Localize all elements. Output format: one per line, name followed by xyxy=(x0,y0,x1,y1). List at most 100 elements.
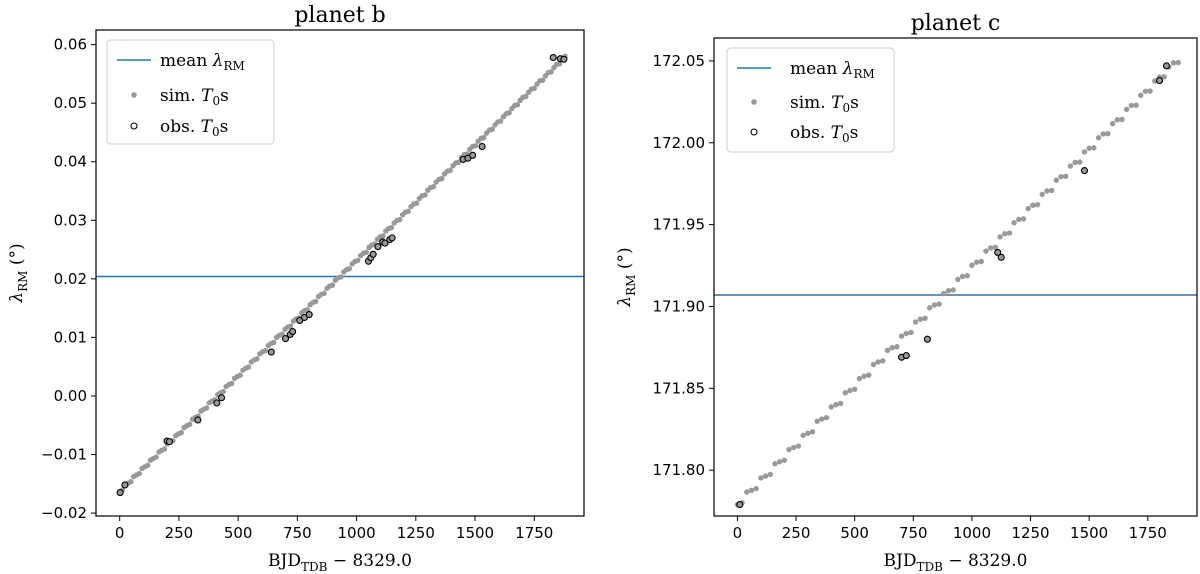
y-tick-label: −0.02 xyxy=(41,504,87,522)
obs-point xyxy=(1162,62,1171,70)
legend-planet-c: mean λRM sim. T0s obs. T0s xyxy=(726,47,895,153)
sim-point xyxy=(889,345,895,351)
sim-point xyxy=(1114,117,1120,123)
sim-point xyxy=(833,402,839,408)
x-tick-label: 750 xyxy=(283,524,312,542)
sim-point xyxy=(1105,130,1111,137)
sim-point xyxy=(271,339,277,346)
axes-frame xyxy=(95,29,585,517)
sim-point xyxy=(828,404,834,410)
sim-point xyxy=(978,258,984,265)
obs-point xyxy=(381,239,389,247)
sim-point xyxy=(856,375,863,382)
obs-point xyxy=(478,142,486,151)
sim-point xyxy=(1142,88,1149,94)
obs-point xyxy=(736,500,744,509)
sim-point xyxy=(744,489,750,495)
sim-point xyxy=(439,175,445,182)
legend-obs-marker xyxy=(750,128,758,136)
obs-point xyxy=(281,335,290,343)
legend-frame xyxy=(726,47,895,153)
legend-obs-label: obs. T0s xyxy=(160,117,228,139)
sim-point xyxy=(870,361,877,368)
sim-point xyxy=(539,77,546,83)
sim-point xyxy=(912,319,919,325)
y-tick-label: 0.01 xyxy=(54,328,87,346)
sim-point xyxy=(767,471,773,478)
sim-point xyxy=(1100,131,1106,137)
sim-point xyxy=(321,290,327,297)
sim-point xyxy=(245,364,252,370)
y-tick-label: 171.95 xyxy=(653,216,706,234)
sim-point xyxy=(917,316,924,322)
panel-title-planet-b: planet b xyxy=(294,3,385,28)
sim-point xyxy=(1077,159,1083,165)
panel-planet-c: planet c λRM (°) BJDTDB − 8329.0 0 250 500… xyxy=(615,11,1198,574)
sim-point xyxy=(805,430,811,436)
obs-point xyxy=(305,311,313,319)
sim-point xyxy=(809,429,816,435)
legend-planet-b: mean λRM sim. T0s obs. T0s xyxy=(106,39,275,145)
obs-point xyxy=(560,55,568,63)
sim-point xyxy=(847,387,853,394)
sim-point xyxy=(187,421,193,428)
sim-point xyxy=(964,272,970,279)
panel-title-planet-c: planet c xyxy=(911,11,1001,36)
sim-point xyxy=(837,400,844,407)
sim-point xyxy=(851,386,858,392)
y-tick-label: 0.00 xyxy=(54,387,87,405)
sim-point xyxy=(987,245,994,251)
obs-point xyxy=(1155,77,1164,85)
sim-point xyxy=(922,315,928,321)
sim-point xyxy=(1053,177,1060,183)
sim-point xyxy=(786,446,792,453)
sim-point xyxy=(287,323,294,329)
legend-frame xyxy=(106,39,275,145)
sim-point xyxy=(363,249,369,256)
sim-point xyxy=(950,287,956,293)
sim-point xyxy=(753,485,759,492)
sim-point xyxy=(866,372,872,378)
legend-mean-label: mean λRM xyxy=(160,51,245,73)
sim-point xyxy=(128,479,134,485)
sim-point xyxy=(203,405,210,411)
obs-point xyxy=(369,250,377,258)
sim-point xyxy=(1030,202,1036,208)
x-tick-label: 1500 xyxy=(456,524,494,542)
sim-point xyxy=(955,276,961,283)
sim-point xyxy=(1011,220,1017,226)
sim-point xyxy=(1072,159,1078,166)
sim-point xyxy=(355,257,361,264)
sim-point xyxy=(945,288,952,294)
y-tick-label: 171.80 xyxy=(653,461,706,479)
x-tick-label: 750 xyxy=(899,524,928,542)
sim-point xyxy=(762,473,769,479)
y-tick-label: 0.03 xyxy=(54,211,87,229)
legend-mean-label: mean λRM xyxy=(790,59,875,81)
sim-point xyxy=(497,118,504,124)
sim-point xyxy=(814,418,820,424)
y-axis-label-planet-b: λRM (°) xyxy=(7,243,30,303)
obs-point xyxy=(121,481,129,489)
sim-point xyxy=(472,143,479,149)
sim-point xyxy=(1039,191,1045,198)
sim-point xyxy=(894,343,900,350)
x-tick-label: 1750 xyxy=(1129,524,1167,542)
sim-point xyxy=(489,126,495,133)
sim-point xyxy=(1025,205,1031,212)
legend-obs-marker xyxy=(130,122,138,130)
obs-point xyxy=(213,399,221,407)
y-tick-label: 0.06 xyxy=(54,36,87,54)
sim-point xyxy=(931,302,938,308)
x-tick-label: 1250 xyxy=(397,524,435,542)
y-tick-label: 172.00 xyxy=(653,134,706,152)
panel-planet-b: planet b λRM (°) BJDTDB − 8329.0 0 250 500… xyxy=(7,3,585,574)
sim-point xyxy=(800,432,806,439)
y-tick-label: 171.85 xyxy=(653,379,706,397)
axes-frame xyxy=(713,37,1198,517)
sim-point xyxy=(1170,60,1177,66)
sim-point xyxy=(1147,88,1153,94)
sim-point xyxy=(819,416,825,422)
sim-point xyxy=(875,359,881,365)
sim-point xyxy=(1175,59,1181,66)
